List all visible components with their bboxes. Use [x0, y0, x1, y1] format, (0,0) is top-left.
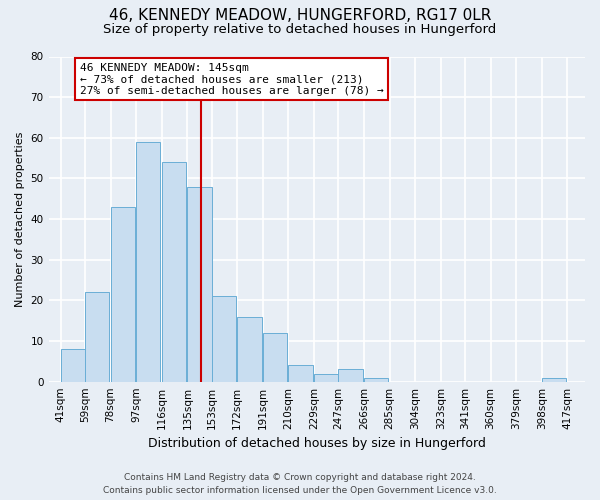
Bar	[542, 378, 566, 382]
Y-axis label: Number of detached properties: Number of detached properties	[15, 132, 25, 307]
Bar	[162, 162, 186, 382]
Bar	[136, 142, 160, 382]
Bar	[289, 366, 313, 382]
X-axis label: Distribution of detached houses by size in Hungerford: Distribution of detached houses by size …	[148, 437, 486, 450]
Bar	[237, 316, 262, 382]
Bar	[85, 292, 109, 382]
Bar	[314, 374, 338, 382]
Text: 46, KENNEDY MEADOW, HUNGERFORD, RG17 0LR: 46, KENNEDY MEADOW, HUNGERFORD, RG17 0LR	[109, 8, 491, 22]
Bar	[187, 186, 212, 382]
Text: Contains HM Land Registry data © Crown copyright and database right 2024.
Contai: Contains HM Land Registry data © Crown c…	[103, 474, 497, 495]
Bar	[61, 349, 85, 382]
Bar	[263, 333, 287, 382]
Bar	[212, 296, 236, 382]
Bar	[338, 370, 362, 382]
Text: 46 KENNEDY MEADOW: 145sqm
← 73% of detached houses are smaller (213)
27% of semi: 46 KENNEDY MEADOW: 145sqm ← 73% of detac…	[80, 62, 383, 96]
Bar	[364, 378, 388, 382]
Text: Size of property relative to detached houses in Hungerford: Size of property relative to detached ho…	[103, 22, 497, 36]
Bar	[110, 207, 135, 382]
